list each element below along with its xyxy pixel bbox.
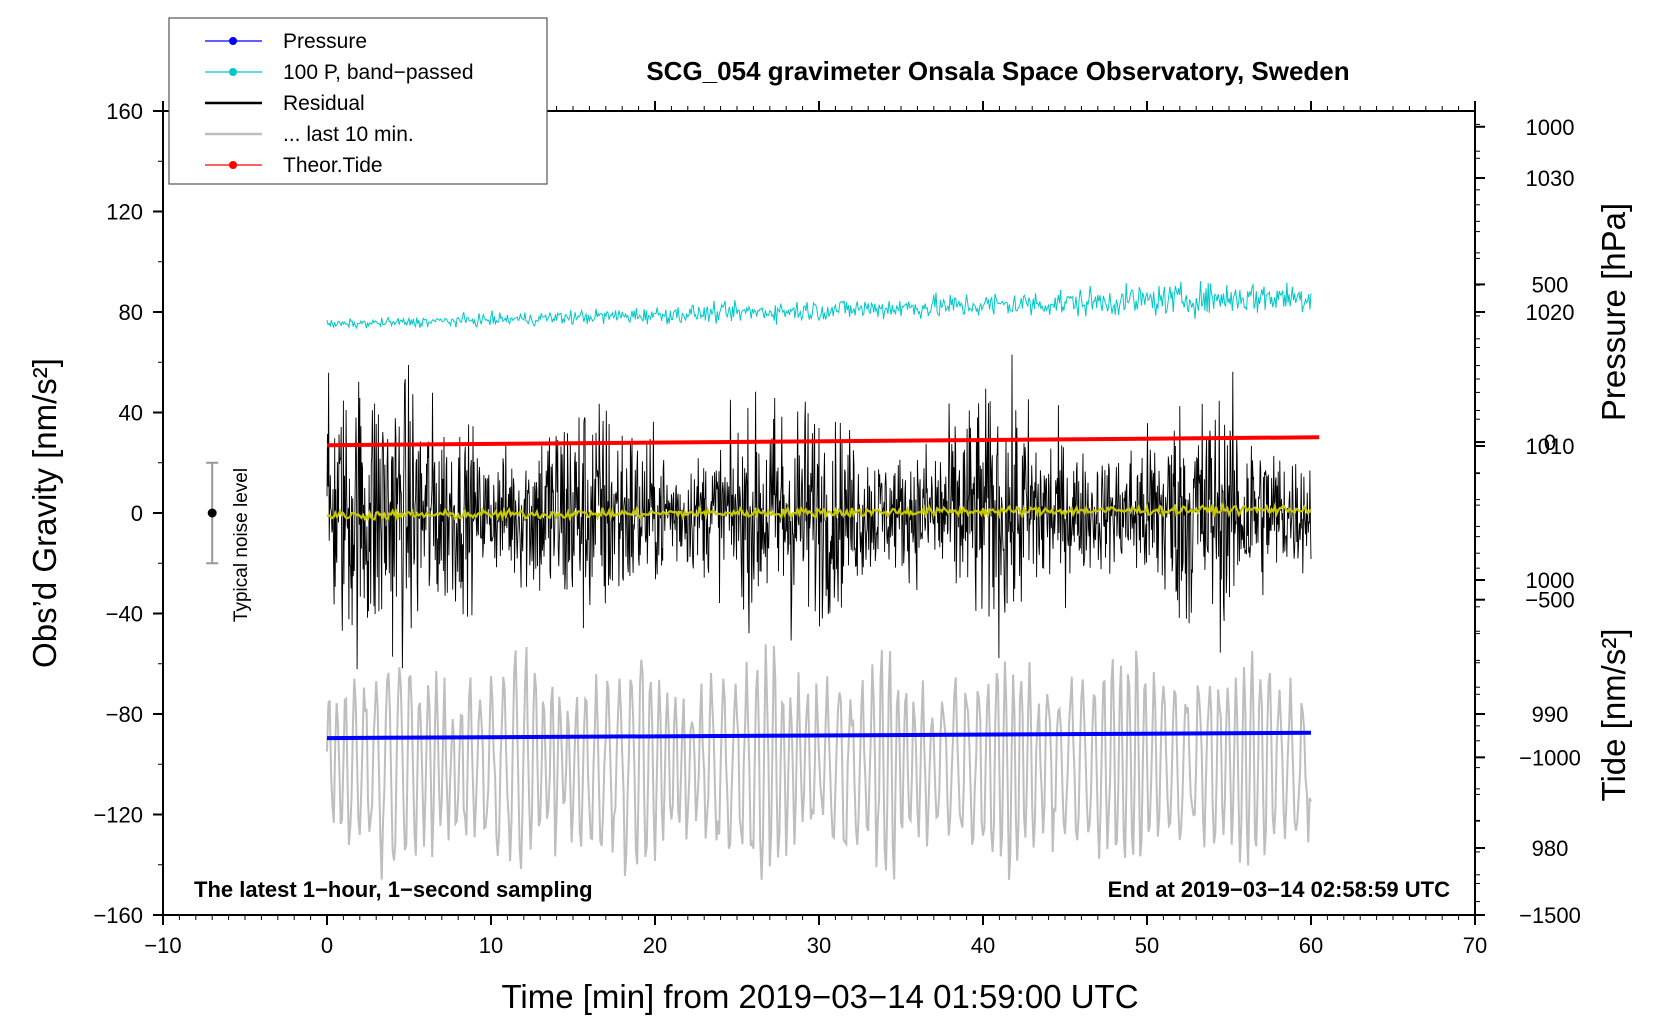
- x-tick-label: 0: [321, 933, 333, 958]
- legend-swatch-marker: [229, 161, 237, 169]
- pressure-tick-label: 1000: [1526, 568, 1575, 593]
- noise-level-dot: [207, 508, 217, 518]
- legend-item: 100 P, band−passed: [205, 61, 474, 84]
- series-smoothed-residual: [326, 501, 1312, 524]
- series-layer: [326, 281, 1320, 880]
- tide-tick-label: −1500: [1519, 903, 1581, 928]
- tide-tick-label: 500: [1532, 272, 1569, 297]
- legend-box: [168, 17, 548, 185]
- series-last-10-min: [326, 644, 1312, 880]
- legend-item: Pressure: [205, 30, 367, 53]
- pressure-tick-label: 1020: [1526, 300, 1575, 325]
- x-tick-label: 50: [1135, 933, 1159, 958]
- annotation-sampling: The latest 1−hour, 1−second sampling: [194, 877, 593, 902]
- series-theoretical-tide: [326, 435, 1320, 448]
- legend-item: Theor.Tide: [205, 154, 383, 177]
- legend-label: 100 P, band−passed: [283, 61, 474, 84]
- pressure-tick-label: 980: [1532, 836, 1569, 861]
- tide-tick-label: 1000: [1526, 115, 1575, 140]
- x-tick-label: −10: [144, 933, 181, 958]
- y-tick-label-left: 80: [119, 300, 143, 325]
- x-axis-title: Time [min] from 2019−03−14 01:59:00 UTC: [501, 978, 1138, 1015]
- legend-swatch-marker: [229, 68, 237, 76]
- y-tick-label-left: 160: [106, 99, 143, 124]
- x-tick-label: 40: [971, 933, 995, 958]
- legend-item: ... last 10 min.: [205, 123, 414, 146]
- y-tick-label-left: 0: [131, 501, 143, 526]
- legend: Pressure 100 P, band−passed Residual ... la…: [168, 17, 548, 185]
- tide-tick-label: 0: [1544, 430, 1556, 455]
- x-tick-label: 20: [643, 933, 667, 958]
- ticks-layer: −10 0 10 20 30 40 50 60 70−160−120−80−4004080120…: [93, 99, 1580, 958]
- y-tick-label-left: −40: [106, 602, 143, 627]
- chart-title: SCG_054 gravimeter Onsala Space Observat…: [646, 56, 1349, 86]
- legend-label: ... last 10 min.: [283, 123, 414, 146]
- pressure-tick-label: 990: [1532, 702, 1569, 727]
- pressure-tick-label: 1010: [1526, 434, 1575, 459]
- y-axis-title-tide: Tide [nm/s²]: [1595, 629, 1632, 802]
- annotation-end-time: End at 2019−03−14 02:58:59 UTC: [1108, 877, 1451, 902]
- y-tick-label-left: −160: [93, 903, 143, 928]
- tide-tick-label: −500: [1525, 588, 1575, 613]
- series-band-passed-pressure: [326, 281, 1312, 330]
- legend-swatch-marker: [229, 37, 237, 45]
- y-axis-title-left: Obs’d Gravity [nm/s²]: [26, 358, 63, 668]
- series-residual: [326, 354, 1312, 670]
- legend-label: Theor.Tide: [283, 154, 383, 177]
- legend-items: Pressure 100 P, band−passed Residual ... la…: [205, 30, 474, 177]
- y-tick-label-left: 40: [119, 401, 143, 426]
- series-pressure: [326, 730, 1312, 741]
- legend-label: Residual: [283, 92, 365, 115]
- tide-tick-label: −1000: [1519, 745, 1581, 770]
- x-tick-label: 30: [807, 933, 831, 958]
- legend-item: Residual: [205, 92, 365, 115]
- legend-label: Pressure: [283, 30, 367, 53]
- x-tick-label: 60: [1299, 933, 1323, 958]
- y-tick-label-left: −80: [106, 702, 143, 727]
- x-tick-label: 70: [1463, 933, 1487, 958]
- y-axis-title-pressure: Pressure [hPa]: [1595, 203, 1632, 421]
- y-tick-label-left: −120: [93, 803, 143, 828]
- noise-level-marker: Typical noise level: [206, 461, 252, 622]
- x-tick-label: 10: [479, 933, 503, 958]
- pressure-tick-label: 1030: [1526, 166, 1575, 191]
- noise-level-label: Typical noise level: [231, 468, 252, 622]
- y-tick-label-left: 120: [106, 200, 143, 225]
